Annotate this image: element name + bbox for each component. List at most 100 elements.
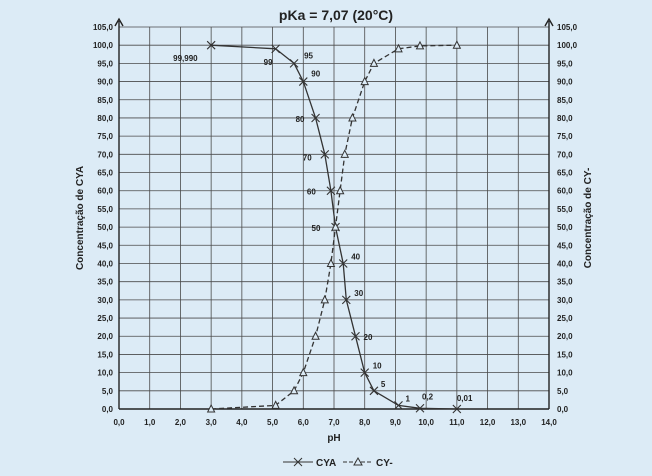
x-tick-label: 2,0: [175, 418, 187, 427]
y-tick-label-left: 25,0: [97, 314, 113, 323]
x-tick-label: 9,0: [390, 418, 402, 427]
y-tick-label-left: 20,0: [97, 332, 113, 341]
y-tick-label-right: 0,0: [557, 405, 569, 414]
data-point-cy: [331, 221, 340, 231]
y-tick-label-right: 50,0: [557, 223, 573, 232]
y-tick-label-left: 10,0: [97, 369, 113, 378]
data-point-cya: [338, 259, 348, 268]
data-point-cy: [326, 258, 336, 267]
y-tick-label-left: 85,0: [97, 96, 113, 105]
data-point-cy: [320, 294, 330, 304]
data-point-cya: [452, 404, 462, 414]
chart-title: pKa = 7,07 (20°C): [279, 7, 393, 23]
x-tick-label: 8,0: [359, 418, 371, 427]
data-label-cya: 5: [381, 380, 386, 389]
data-point-cya: [311, 113, 320, 123]
data-point-cy: [335, 185, 345, 195]
y-tick-label-left: 55,0: [97, 205, 113, 214]
data-point-cy: [271, 400, 280, 409]
data-point-cya: [326, 186, 336, 196]
grid: [118, 26, 550, 410]
data-label-cya: 80: [296, 115, 305, 124]
x-tick-label: 4,0: [236, 418, 248, 427]
data-point-cya: [320, 149, 330, 159]
data-point-cya: [369, 386, 379, 396]
data-label-cya: 50: [312, 224, 321, 233]
legend-label-cy: CY-: [376, 458, 393, 469]
y-tick-label-left: 65,0: [97, 169, 113, 178]
data-point-cy: [298, 367, 308, 377]
data-label-cya: 10: [373, 362, 382, 371]
y-tick-label-right: 105,0: [557, 23, 578, 32]
data-point-cya: [289, 58, 299, 68]
data-point-cy: [369, 58, 379, 67]
y-tick-label-right: 60,0: [557, 187, 573, 196]
y-tick-label-left: 75,0: [97, 132, 113, 141]
data-point-cya: [206, 40, 216, 50]
x-tick-label: 5,0: [267, 418, 279, 427]
y-axis-label-left: Concentração de CYA: [75, 166, 86, 270]
data-point-cya: [360, 368, 370, 378]
y-tick-label-left: 5,0: [102, 387, 114, 396]
series-line-cy: [211, 44, 457, 410]
y-tick-label-left: 30,0: [97, 296, 113, 305]
y-tick-label-right: 20,0: [557, 332, 573, 341]
data-label-cya: 95: [304, 51, 313, 60]
data-label-cya: 0,01: [457, 394, 473, 403]
y-tick-label-right: 10,0: [557, 369, 573, 378]
data-label-cya: 40: [351, 252, 360, 261]
y-tick-label-left: 40,0: [97, 259, 113, 268]
y-tick-label-right: 100,0: [557, 41, 578, 50]
data-point-cy: [311, 331, 320, 340]
data-point-cy: [415, 40, 425, 50]
legend-label-cya: CYA: [316, 458, 336, 469]
x-tick-label: 13,0: [510, 418, 526, 427]
y-tick-label-left: 80,0: [97, 114, 113, 123]
axes: [114, 17, 554, 410]
y-tick-label-right: 85,0: [557, 96, 573, 105]
legend-marker-triangle: [353, 456, 363, 466]
legend-marker-x: [293, 457, 303, 467]
y-tick-label-right: 40,0: [557, 259, 573, 268]
data-point-cya: [415, 403, 425, 413]
y-tick-label-right: 45,0: [557, 241, 573, 250]
data-point-cy: [348, 112, 357, 122]
x-axis-label: pH: [327, 433, 340, 444]
y-tick-label-left: 35,0: [97, 278, 113, 287]
series: [206, 40, 462, 414]
data-label-cya: 1: [406, 394, 411, 403]
data-point-cy: [394, 43, 403, 53]
y-tick-label-right: 70,0: [557, 150, 573, 159]
y-tick-label-left: 15,0: [97, 350, 113, 359]
x-tick-label: 7,0: [328, 418, 340, 427]
x-tick-label: 12,0: [480, 418, 496, 427]
legend-item-cya: CYA: [283, 457, 336, 469]
y-tick-label-left: 95,0: [97, 59, 113, 68]
y-tick-label-left: 0,0: [102, 405, 114, 414]
y-tick-label-right: 65,0: [557, 169, 573, 178]
x-tick-label: 11,0: [449, 418, 465, 427]
y-tick-label-right: 25,0: [557, 314, 573, 323]
data-label-cya: 70: [303, 153, 312, 162]
x-tick-label: 6,0: [298, 418, 310, 427]
data-label-cya: 99,990: [173, 54, 198, 63]
data-point-cy: [452, 40, 462, 49]
y-tick-label-right: 90,0: [557, 78, 573, 87]
y-axis-label-right: Concentração de CY-: [583, 168, 594, 269]
y-tick-label-right: 5,0: [557, 387, 569, 396]
data-point-cya: [394, 400, 403, 410]
x-tick-label: 1,0: [144, 418, 156, 427]
y-tick-label-right: 95,0: [557, 59, 573, 68]
y-tick-label-left: 70,0: [97, 150, 113, 159]
series-line-cya: [211, 44, 457, 410]
data-label-cya: 0,2: [422, 392, 434, 401]
y-axis-left-arrow: [114, 17, 124, 27]
data-point-cy: [360, 76, 370, 86]
y-tick-label-right: 55,0: [557, 205, 573, 214]
y-axis-right-arrow: [544, 17, 554, 27]
y-tick-label-left: 60,0: [97, 187, 113, 196]
y-tick-label-left: 90,0: [97, 78, 113, 87]
y-tick-label-left: 50,0: [97, 223, 113, 232]
x-tick-label: 14,0: [541, 418, 557, 427]
